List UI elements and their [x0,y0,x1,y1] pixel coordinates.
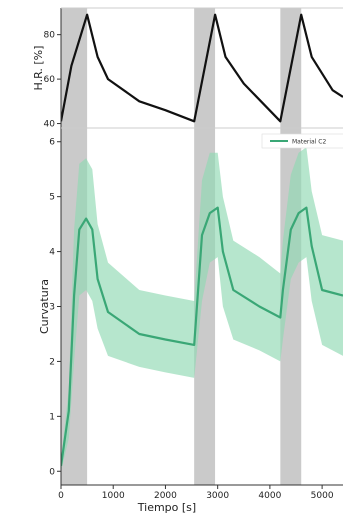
x-tick-label: 0 [58,491,64,501]
x-axis-label: Tiempo [s] [137,501,196,514]
y-tick-label: 60 [44,75,56,85]
y-tick-label: 2 [49,357,55,367]
confidence-band [61,147,343,472]
x-tick-label: 1000 [102,491,125,501]
y-axis-label: Curvatura [38,279,51,334]
y-axis-label: H.R. [%] [32,46,45,91]
series-line [61,13,343,123]
y-tick-label: 3 [49,303,55,313]
humidity-panel: 40 60 80 H.R. [%] [32,7,343,130]
x-tick-label: 4000 [258,491,281,501]
y-tick-label: 0 [49,467,55,477]
series-line [61,206,343,466]
y-tick-label: 80 [44,31,56,41]
plot-area [61,147,343,472]
legend-label: Material C2 [292,139,326,146]
curvature-panel: 0 1 2 3 4 5 6 0 1000 2000 3000 4000 5000 Curvatura Tie… [38,127,343,514]
y-tick-label: 6 [49,138,55,148]
legend-box [261,133,343,149]
x-tick-label: 3000 [206,491,229,501]
x-tick-label: 5000 [311,491,334,501]
y-tick-label: 40 [44,120,56,130]
y-tick-label: 1 [49,412,55,422]
y-tick-label: 5 [49,193,55,203]
plot-area [61,13,343,123]
y-tick-label: 4 [49,248,55,258]
x-tick-label: 2000 [154,491,177,501]
legend: Material C2 [261,133,343,149]
